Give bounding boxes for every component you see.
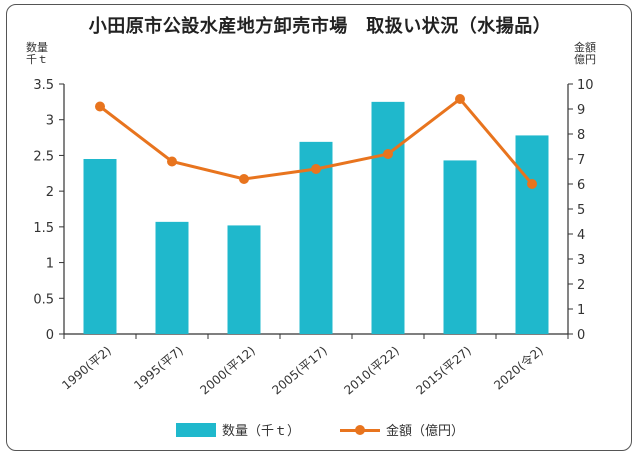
left-axis-unit: 数量 千ｔ <box>26 42 48 66</box>
right-tick-label: 9 <box>577 103 585 118</box>
left-tick-label: 3.5 <box>33 78 54 93</box>
chart-title: 小田原市公設水産地方卸売市場 取扱い状況（水揚品） <box>88 16 552 37</box>
right-tick-label: 4 <box>577 228 585 243</box>
right-tick-label: 5 <box>577 203 585 218</box>
right-axis-unit: 金額 億円 <box>574 42 596 66</box>
x-tick-label: 2005(平17) <box>269 344 329 398</box>
x-tick-label: 1995(平7) <box>131 344 186 393</box>
amount-point-2015(平27) <box>455 94 465 104</box>
right-tick-label: 7 <box>577 153 585 168</box>
amount-point-2020(令2) <box>527 179 537 189</box>
left-tick-label: 3 <box>46 114 54 129</box>
bar-1995(平7) <box>155 221 189 334</box>
bar-2015(平27) <box>443 160 477 334</box>
x-tick-label: 2020(令2) <box>491 343 546 393</box>
left-tick-label: 1 <box>46 257 54 272</box>
legend-item-line: 金額（億円） <box>340 420 464 439</box>
left-tick-label: 0 <box>46 328 54 343</box>
right-tick-label: 6 <box>577 178 585 193</box>
right-tick-label: 10 <box>577 78 594 93</box>
right-tick-label: 0 <box>577 328 585 343</box>
x-tick-label: 2010(平22) <box>341 344 401 398</box>
amount-point-2000(平12) <box>239 174 249 184</box>
legend-line-label: 金額（億円） <box>386 424 465 439</box>
amount-point-2010(平22) <box>383 149 393 159</box>
amount-point-1995(平7) <box>167 156 177 167</box>
x-tick-label: 1990(平2) <box>59 344 114 393</box>
legend-bar-label: 数量（千ｔ） <box>221 424 300 439</box>
x-tick-label: 2000(平12) <box>197 344 257 398</box>
legend-line-swatch <box>340 423 380 437</box>
left-tick-label: 2 <box>46 185 54 200</box>
legend-bar-swatch <box>175 422 216 437</box>
legend: 数量（千ｔ） 金額（億円） <box>0 420 640 439</box>
legend-item-bar: 数量（千ｔ） <box>175 420 300 439</box>
bar-2000(平12) <box>227 225 261 334</box>
left-tick-label: 0.5 <box>33 292 54 307</box>
right-tick-label: 1 <box>577 303 585 318</box>
amount-point-1990(平2) <box>95 101 105 112</box>
right-unit-line1: 金額 <box>574 41 596 54</box>
right-tick-label: 2 <box>577 278 585 293</box>
amount-point-2005(平17) <box>311 164 321 174</box>
right-tick-label: 3 <box>577 253 585 268</box>
left-unit-line2: 千ｔ <box>26 53 48 66</box>
right-tick-label: 8 <box>577 128 585 143</box>
right-unit-line2: 億円 <box>574 53 596 66</box>
bar-1990(平2) <box>83 159 117 334</box>
left-tick-label: 1.5 <box>33 221 54 236</box>
bar-2010(平22) <box>371 101 405 334</box>
left-unit-line1: 数量 <box>26 41 48 54</box>
x-tick-label: 2015(平27) <box>413 344 473 398</box>
bar-2020(令2) <box>515 135 549 334</box>
left-tick-label: 2.5 <box>33 149 54 164</box>
